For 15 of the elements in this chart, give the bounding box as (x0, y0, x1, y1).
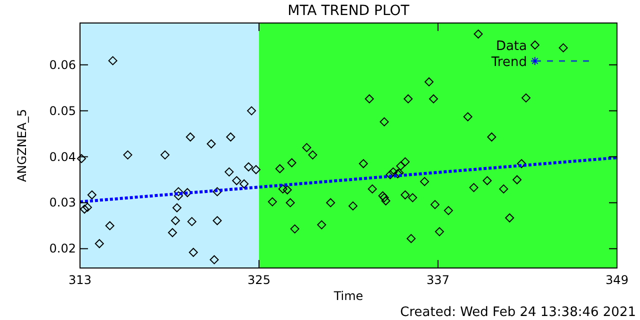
y-tick-label: 0.04 (49, 150, 76, 164)
y-tick-label: 0.02 (49, 242, 76, 256)
y-tick-label: 0.05 (49, 104, 76, 118)
x-axis-title: Time (332, 289, 364, 303)
legend-label: Trend (490, 55, 527, 70)
x-tick-label: 337 (426, 273, 450, 287)
text: Created: Wed Feb 24 13:38:46 2021 (400, 305, 636, 320)
x-tick-label: 325 (248, 273, 270, 287)
y-tick-label: 0.06 (49, 58, 76, 72)
y-axis-title: ANGZNEA_5 (15, 108, 29, 182)
y-tick-label: 0.03 (49, 196, 76, 210)
x-tick-label: 313 (68, 273, 92, 287)
legend-label: Data (496, 39, 527, 54)
x-tick-label: 349 (606, 273, 628, 287)
chart-title: MTA TREND PLOT (288, 3, 410, 19)
